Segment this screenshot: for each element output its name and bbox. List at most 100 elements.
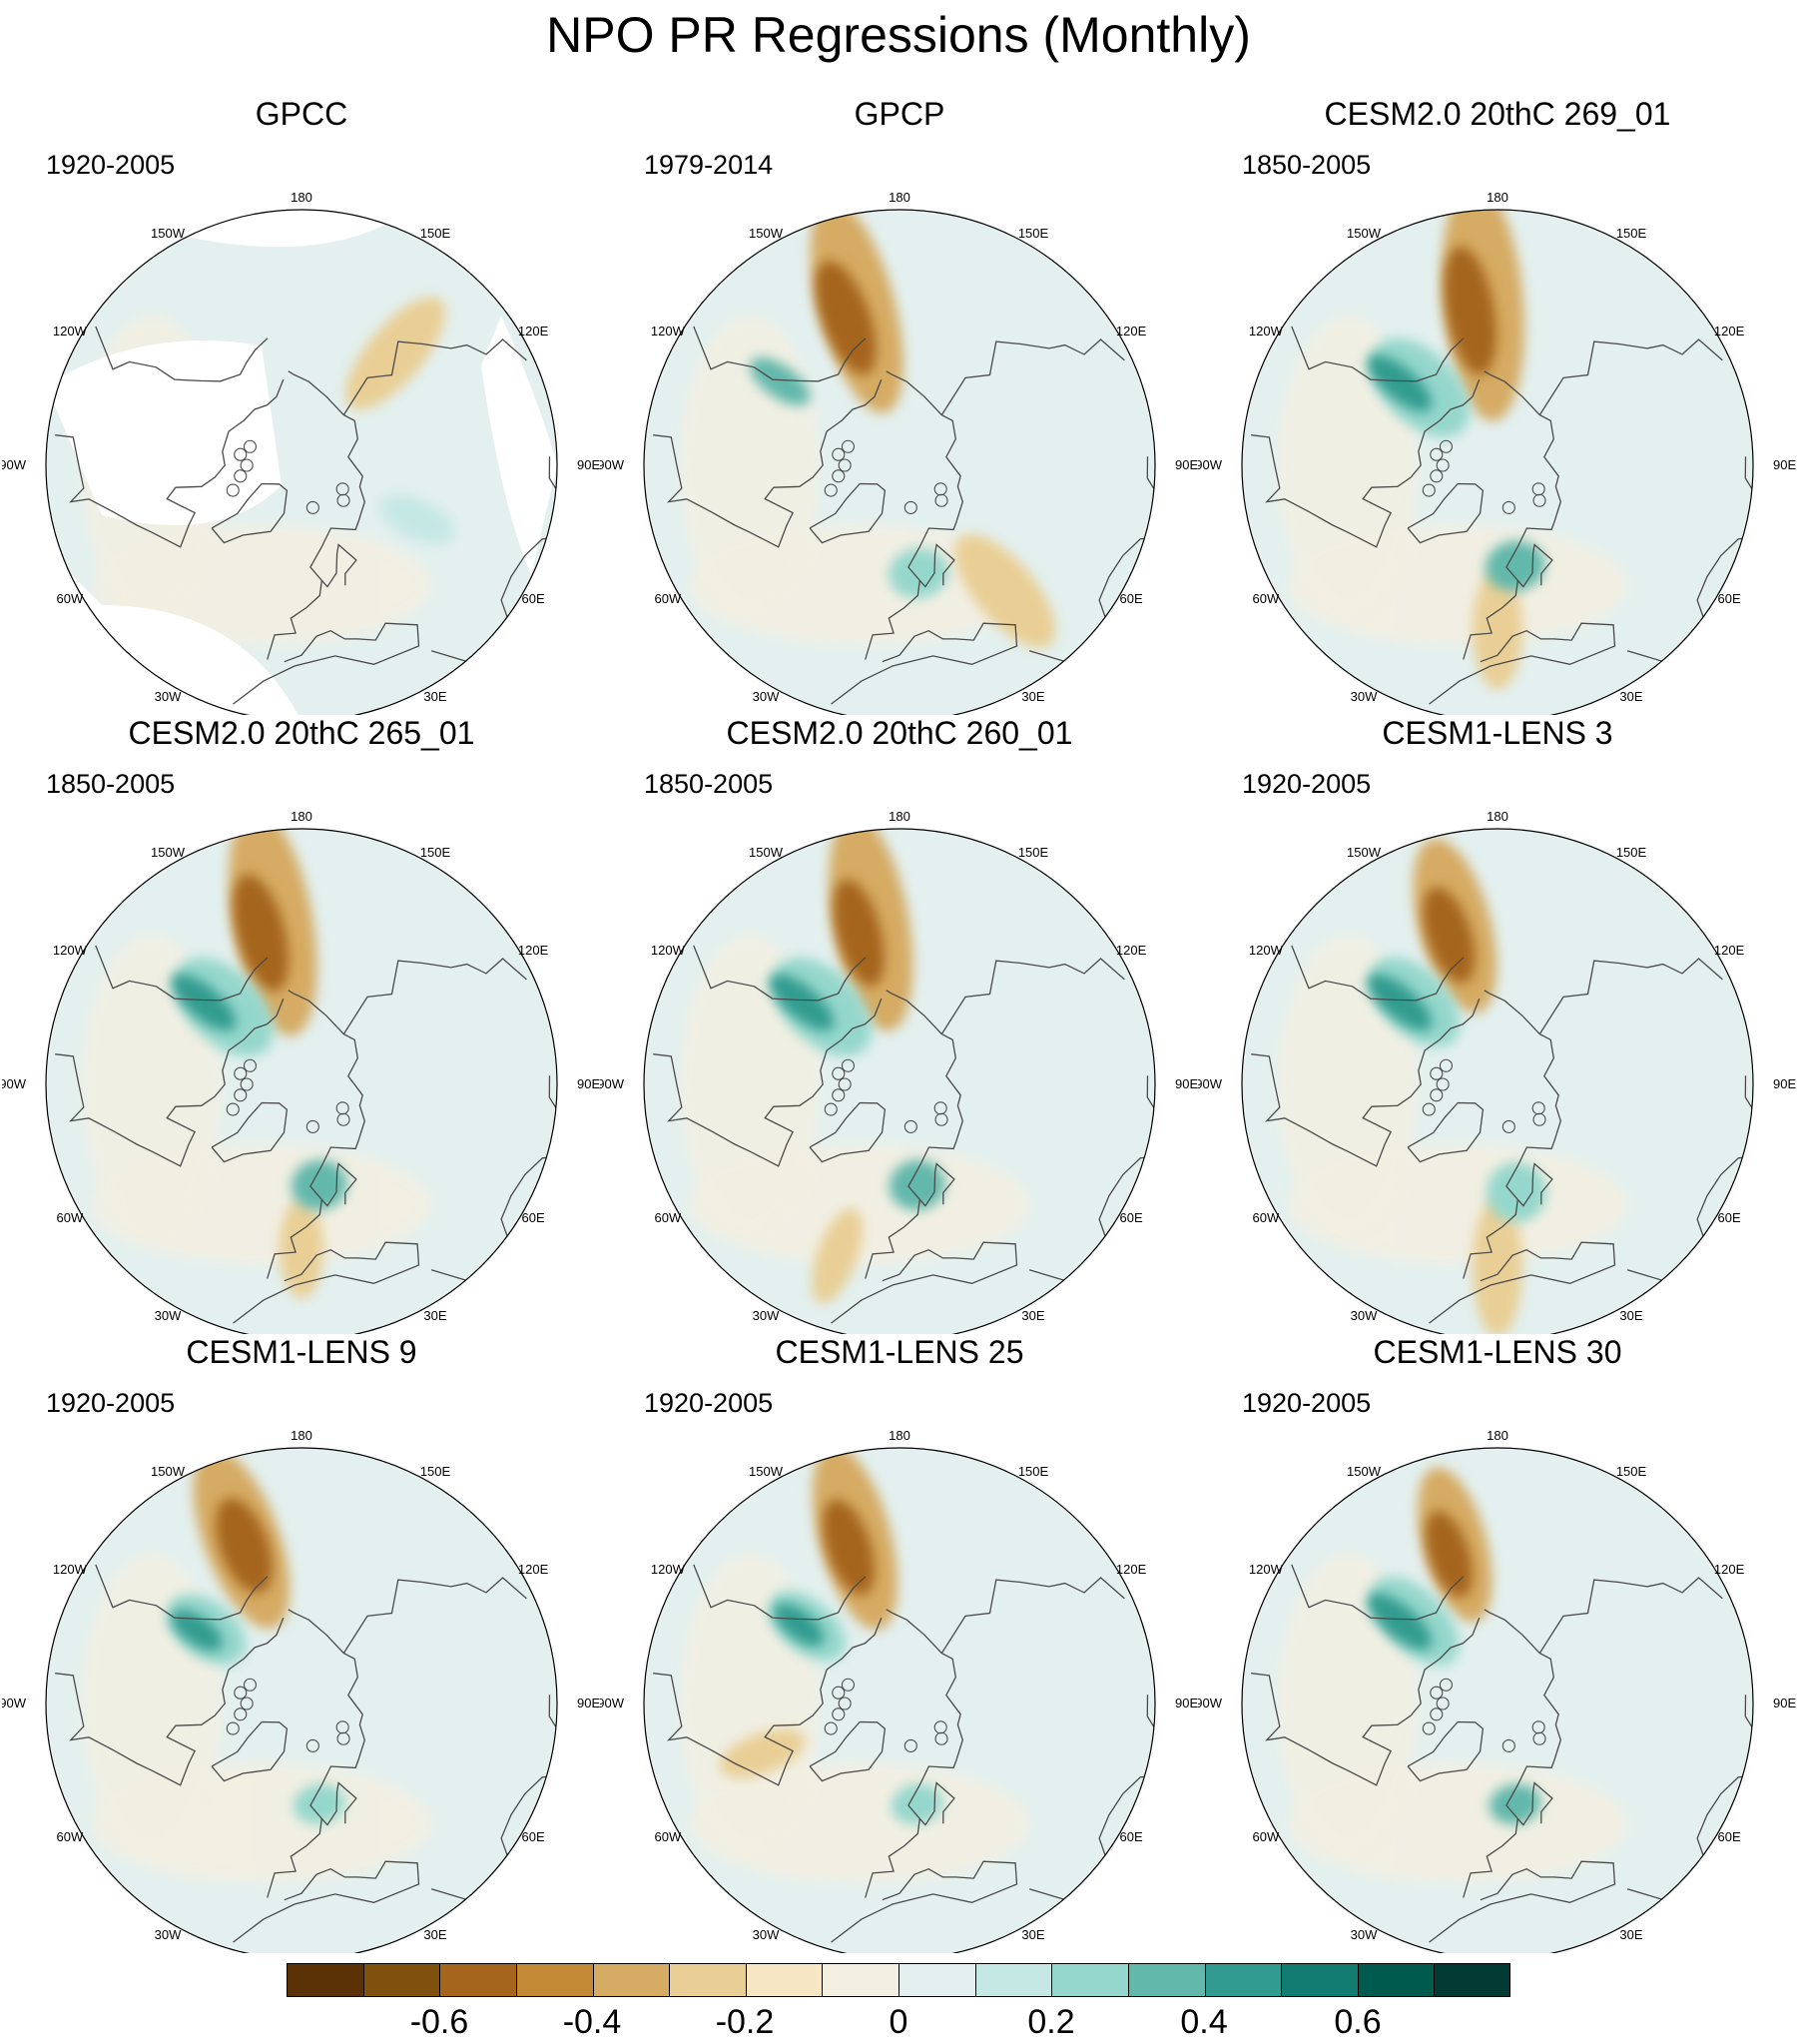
longitude-label: 30W <box>753 1308 780 1323</box>
anomaly-region <box>833 879 885 987</box>
map-boundary <box>1241 828 1754 1334</box>
longitude-label: 30W <box>155 689 182 704</box>
anomaly-region <box>171 1609 224 1652</box>
coastline <box>1251 998 1481 1167</box>
longitude-label: 90W <box>600 1696 625 1710</box>
colorbar-swatch <box>669 1963 746 1997</box>
longitude-label: 90E <box>1175 1076 1198 1091</box>
polar-map: 180150E120E90E60E30E030W60W90W120W150W <box>1198 190 1796 715</box>
coastline <box>320 1162 357 1207</box>
island-outline <box>1436 1697 1450 1710</box>
map-boundary <box>1241 209 1754 715</box>
longitude-label: 120E <box>518 1562 549 1577</box>
longitude-label: 150W <box>1347 1464 1382 1479</box>
island-outline <box>903 1738 917 1752</box>
colorbar-swatch <box>592 1963 670 1997</box>
longitude-label: 120W <box>53 943 88 958</box>
island-outline <box>832 1707 846 1721</box>
polar-map: 180150E120E90E60E30E030W60W90W120W150W <box>600 190 1198 715</box>
map-field <box>644 829 1155 1334</box>
coastline <box>95 945 269 1002</box>
colorbar-swatch <box>745 1963 823 1997</box>
coastline <box>1516 1781 1553 1826</box>
missing-data-region <box>46 341 282 525</box>
anomaly-region <box>233 874 290 992</box>
coastline <box>320 543 357 588</box>
coastline <box>653 378 883 548</box>
coastline <box>342 339 527 415</box>
longitude-label: 60W <box>655 1829 682 1844</box>
map-panel: CESM1-LENS 25 1920-2005 180 150E 120E 90E 60… <box>600 1334 1199 1953</box>
map-field <box>644 210 1155 715</box>
island-outline <box>1439 1058 1454 1072</box>
panel-years: 1979-2014 <box>644 150 774 180</box>
map-field <box>1242 1448 1753 1953</box>
coastline <box>1463 990 1561 1279</box>
island-outline <box>838 458 852 472</box>
longitude-label: 120W <box>651 1562 686 1577</box>
colorbar-swatch <box>1051 1963 1128 1997</box>
island-outline <box>240 1697 254 1710</box>
island-outline <box>1501 1119 1515 1133</box>
map-panel: GPCC 1920-2005 180150E120E90E60E30E030W6… <box>2 96 601 715</box>
map-boundary <box>45 209 558 715</box>
island-outline <box>1430 469 1444 483</box>
longitude-label: 150E <box>1616 1464 1647 1479</box>
island-outline <box>234 1686 248 1700</box>
coastline <box>693 1564 867 1621</box>
polar-map: 180150E120E90E60E30E030W60W90W120W150W <box>1198 809 1796 1334</box>
longitude-label: 150E <box>420 1464 451 1479</box>
colorbar-tick-label: 0.4 <box>1180 2003 1228 2041</box>
coastline <box>1429 1860 1616 1943</box>
longitude-label: 60E <box>522 1829 545 1844</box>
island-outline <box>1436 1077 1450 1091</box>
map-panel: GPCP 1979-2014 180150E120E90E60E30E030W6… <box>600 96 1199 715</box>
longitude-label: 180 <box>1487 1428 1508 1443</box>
panel-title: CESM1-LENS 3 <box>1382 715 1613 751</box>
island-outline <box>1422 1102 1436 1116</box>
island-outline <box>903 500 917 514</box>
island-outline <box>1531 1720 1545 1734</box>
longitude-label: 60E <box>522 591 545 606</box>
colorbar-swatch <box>1127 1963 1205 1997</box>
anomaly-region <box>823 1499 876 1596</box>
longitude-label: 150E <box>1018 1464 1049 1479</box>
longitude-label: 120W <box>53 324 88 339</box>
longitude-label: 60W <box>1253 1210 1280 1225</box>
longitude-label: 30E <box>1021 1927 1044 1942</box>
island-outline <box>234 1088 248 1102</box>
coastline <box>1538 1577 1723 1654</box>
longitude-label: 90E <box>577 1076 600 1091</box>
longitude-label: 180 <box>889 190 910 205</box>
island-outline <box>335 1101 349 1115</box>
anomaly-region <box>1425 1511 1473 1598</box>
coastline <box>342 958 527 1034</box>
longitude-label: 30W <box>1351 1927 1378 1942</box>
coastline <box>865 1609 963 1898</box>
longitude-label: 60E <box>1718 1210 1741 1225</box>
coastline <box>693 945 867 1002</box>
island-outline <box>903 1119 917 1133</box>
island-outline <box>1430 1686 1444 1700</box>
panel-years: 1920-2005 <box>1242 769 1372 799</box>
island-outline <box>1430 1066 1444 1080</box>
longitude-label: 150E <box>420 226 451 241</box>
anomaly-region <box>769 974 835 1031</box>
coastline <box>267 1609 365 1898</box>
map-panel: CESM1-LENS 9 1920-2005 180 150E 120E 90E 60E… <box>2 1334 601 1953</box>
colorbar-tick-label: 0.2 <box>1027 2003 1075 2041</box>
polar-map: 180150E120E90E60E30E030W60W90W120W150W <box>600 1428 1198 1953</box>
longitude-label: 30E <box>423 1308 446 1323</box>
longitude-label: 150E <box>420 845 451 860</box>
island-outline <box>832 1088 846 1102</box>
island-outline <box>305 1738 319 1752</box>
coastline <box>55 378 285 548</box>
panel-title: CESM1-LENS 25 <box>775 1334 1024 1370</box>
island-outline <box>234 469 248 483</box>
longitude-label: 120E <box>1714 1562 1745 1577</box>
coastline <box>1407 482 1485 544</box>
longitude-label: 90W <box>1198 1076 1223 1091</box>
longitude-label: 90W <box>2 1696 27 1710</box>
coastline <box>1538 958 1723 1034</box>
panel-title: CESM1-LENS 9 <box>186 1334 417 1370</box>
